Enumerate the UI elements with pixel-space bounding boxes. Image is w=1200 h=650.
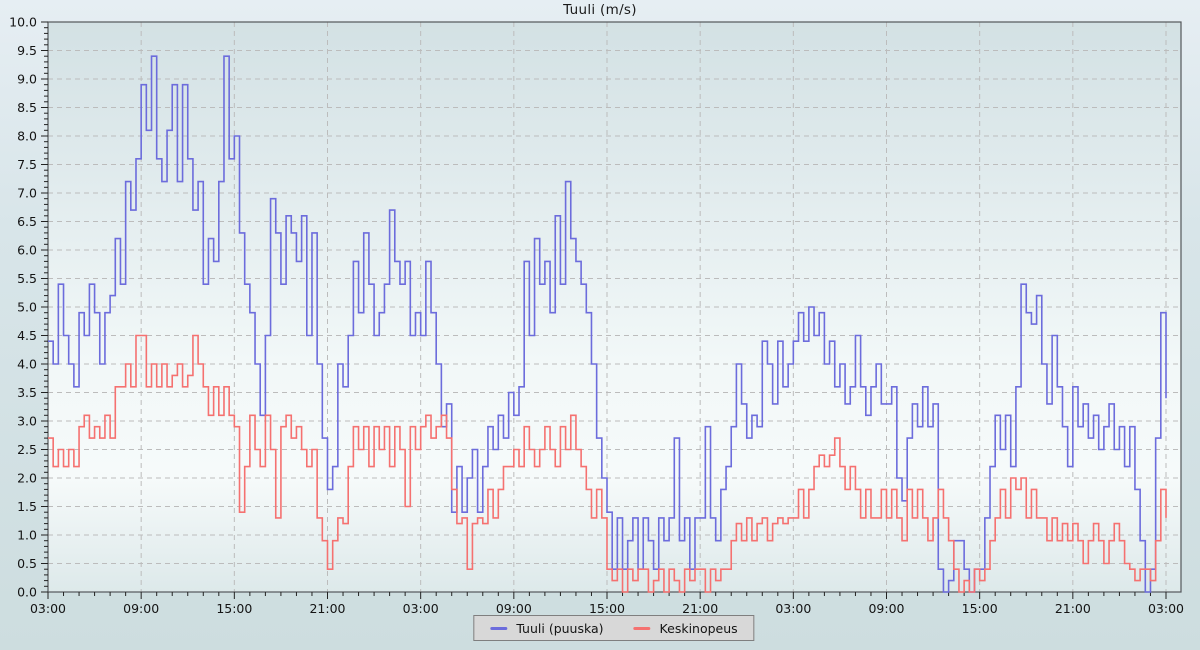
y-tick-label: 6.5 [17,214,37,229]
x-tick-label: 21:00 [682,601,718,616]
x-tick-label: 03:00 [403,601,439,616]
y-tick-label: 7.5 [17,157,37,172]
x-tick-label: 15:00 [216,601,252,616]
y-tick-label: 9.5 [17,43,37,58]
x-tick-label: 03:00 [1148,601,1184,616]
y-tick-label: 2.5 [17,442,37,457]
y-tick-label: 0.0 [17,585,37,600]
axis-ticks [41,21,1167,599]
y-tick-label: 4.5 [17,328,37,343]
legend-item-average: Keskinopeus [633,620,738,636]
y-tick-label: 3.5 [17,385,37,400]
legend-item-gust: Tuuli (puuska) [490,620,604,636]
axis-labels: 03:00 09:00 15:00 21:00 03:00 09:00 15:00 21:00… [9,15,1184,617]
plot-area [48,22,1181,592]
y-tick-label: 1.5 [17,499,37,514]
y-tick-label: 9.0 [17,72,37,87]
y-tick-label: 8.5 [17,100,37,115]
x-tick-label: 21:00 [1055,601,1091,616]
chart-legend: Tuuli (puuska) Keskinopeus [473,615,755,641]
y-tick-label: 10.0 [9,15,37,30]
y-tick-label: 3.0 [17,414,37,429]
y-tick-label: 7.0 [17,186,37,201]
x-tick-label: 03:00 [775,601,811,616]
y-tick-label: 1.0 [17,528,37,543]
x-tick-label: 15:00 [589,601,625,616]
y-tick-label: 4.0 [17,357,37,372]
x-tick-label: 15:00 [962,601,998,616]
y-tick-label: 5.0 [17,300,37,315]
average-legend-label: Keskinopeus [659,620,738,636]
x-tick-label: 09:00 [123,601,159,616]
average-line-swatch [633,626,651,630]
x-tick-label: 03:00 [30,601,66,616]
gust-line-swatch [490,626,508,630]
gust-series-line [48,55,1167,593]
average-series-line [48,334,1167,593]
y-tick-label: 5.5 [17,271,37,286]
y-tick-label: 0.5 [17,556,37,571]
x-tick-label: 09:00 [496,601,532,616]
y-tick-label: 6.0 [17,243,37,258]
gust-legend-label: Tuuli (puuska) [516,620,604,636]
x-tick-label: 09:00 [868,601,904,616]
y-tick-label: 2.0 [17,471,37,486]
x-tick-label: 21:00 [309,601,345,616]
y-tick-label: 8.0 [17,129,37,144]
chart-title: Tuuli (m/s) [563,2,637,18]
